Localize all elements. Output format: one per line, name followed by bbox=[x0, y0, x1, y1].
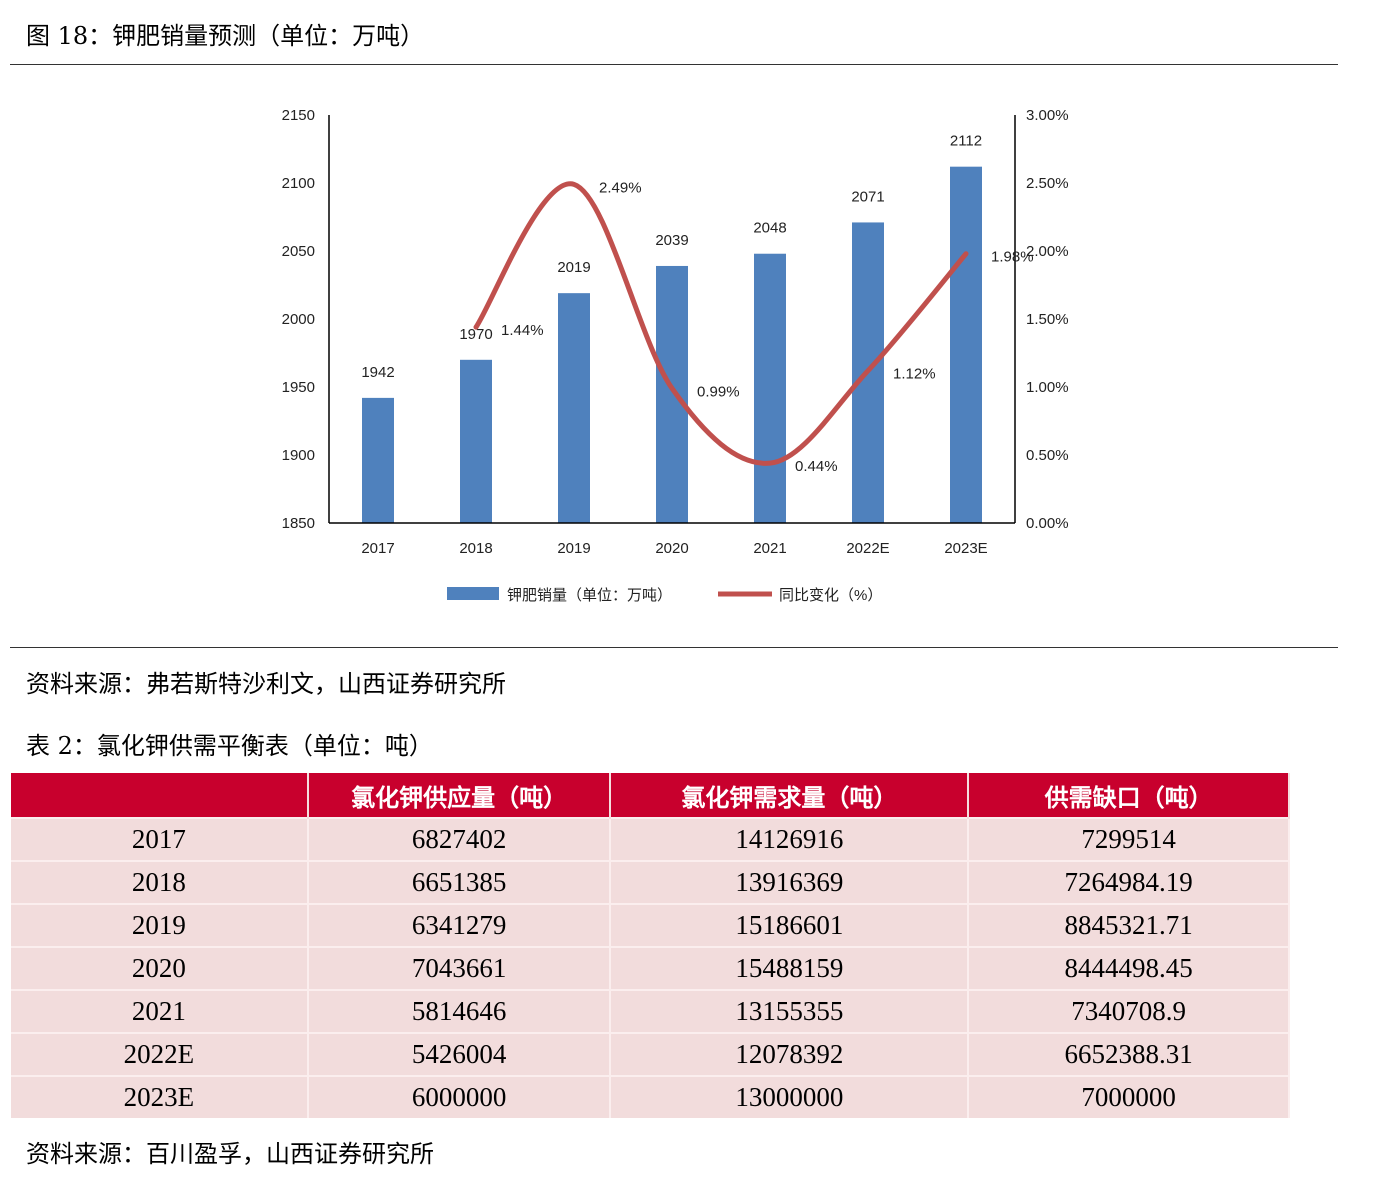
line-label: 1.98% bbox=[991, 249, 1034, 266]
table-source: 资料来源：百川盈孚，山西证券研究所 bbox=[26, 1140, 434, 1168]
table-row: 2023E 6000000 13000000 7000000 bbox=[11, 1075, 1290, 1118]
table-cell: 2022E bbox=[11, 1032, 309, 1076]
line-label: 0.44% bbox=[795, 458, 838, 475]
x-tick-label: 2017 bbox=[361, 540, 394, 557]
table-cell: 5814646 bbox=[307, 989, 612, 1033]
divider bbox=[10, 647, 1338, 648]
right-tick-label: 2.50% bbox=[1026, 175, 1069, 192]
line-label: 0.99% bbox=[697, 383, 740, 400]
bar-label: 2071 bbox=[851, 188, 884, 205]
figure-caption: 图 18：钾肥销量预测（单位：万吨） bbox=[26, 22, 425, 50]
table-cell: 15488159 bbox=[610, 946, 970, 990]
bar-label: 2112 bbox=[950, 133, 982, 150]
left-tick-label: 1850 bbox=[282, 515, 315, 532]
bar bbox=[460, 359, 492, 523]
table-cell: 2020 bbox=[11, 946, 309, 990]
left-tick-label: 2050 bbox=[282, 243, 315, 260]
sales-chart: 1850 1900 1950 2000 2050 2100 2150 0.00% 0.50% 1.… bbox=[282, 107, 1069, 604]
table-cell: 13000000 bbox=[610, 1075, 970, 1118]
table-cell: 7340708.9 bbox=[968, 989, 1290, 1033]
column-header: 供需缺口（吨） bbox=[968, 773, 1290, 818]
left-tick-label: 2150 bbox=[282, 107, 315, 124]
table-cell: 8444498.45 bbox=[968, 946, 1290, 990]
bar-label: 2019 bbox=[557, 259, 590, 276]
table-row: 2022E 5426004 12078392 6652388.31 bbox=[11, 1032, 1290, 1076]
table-row: 2017 6827402 14126916 7299514 bbox=[11, 817, 1290, 861]
bar bbox=[362, 397, 394, 523]
table-cell: 15186601 bbox=[610, 903, 970, 947]
divider bbox=[10, 64, 1338, 65]
table-cell: 8845321.71 bbox=[968, 903, 1290, 947]
right-tick-label: 1.50% bbox=[1026, 311, 1069, 328]
bar-label: 2039 bbox=[655, 232, 688, 249]
x-tick-label: 2021 bbox=[753, 540, 786, 557]
bar bbox=[754, 253, 786, 523]
table-caption: 表 2：氯化钾供需平衡表（单位：吨） bbox=[26, 732, 433, 760]
legend-line-label: 同比变化（%） bbox=[779, 587, 882, 604]
table-cell: 6652388.31 bbox=[968, 1032, 1290, 1076]
line-label: 1.12% bbox=[893, 366, 936, 383]
column-header: 氯化钾需求量（吨） bbox=[610, 773, 970, 818]
table-row: 2020 7043661 15488159 8444498.45 bbox=[11, 946, 1290, 990]
table-cell: 13155355 bbox=[610, 989, 970, 1033]
bar-label: 1970 bbox=[459, 326, 492, 343]
right-tick-label: 0.50% bbox=[1026, 447, 1069, 464]
bar bbox=[656, 265, 688, 523]
table-cell: 5426004 bbox=[307, 1032, 612, 1076]
table-cell: 12078392 bbox=[610, 1032, 970, 1076]
left-tick-label: 1950 bbox=[282, 379, 315, 396]
table-cell: 7264984.19 bbox=[968, 860, 1290, 904]
x-tick-label: 2023E bbox=[944, 540, 987, 557]
table-row: 2021 5814646 13155355 7340708.9 bbox=[11, 989, 1290, 1033]
x-tick-label: 2022E bbox=[846, 540, 889, 557]
x-tick-label: 2020 bbox=[655, 540, 688, 557]
table-cell: 2023E bbox=[11, 1075, 309, 1118]
x-tick-label: 2018 bbox=[459, 540, 492, 557]
table-cell: 6651385 bbox=[307, 860, 612, 904]
right-tick-label: 3.00% bbox=[1026, 107, 1069, 124]
table-cell: 2017 bbox=[11, 817, 309, 861]
line-label: 1.44% bbox=[501, 322, 544, 339]
table-cell: 6827402 bbox=[307, 817, 612, 861]
table-cell: 2018 bbox=[11, 860, 309, 904]
supply-demand-table: 氯化钾供应量（吨） 氯化钾需求量（吨） 供需缺口（吨） 2017 6827402 141… bbox=[11, 773, 1290, 1118]
table-cell: 7000000 bbox=[968, 1075, 1290, 1118]
table-cell: 2019 bbox=[11, 903, 309, 947]
table-cell: 6341279 bbox=[307, 903, 612, 947]
table-cell: 6000000 bbox=[307, 1075, 612, 1118]
figure-source: 资料来源：弗若斯特沙利文，山西证券研究所 bbox=[26, 670, 506, 698]
left-tick-label: 2000 bbox=[282, 311, 315, 328]
bar bbox=[950, 166, 982, 523]
right-tick-label: 2.00% bbox=[1026, 243, 1069, 260]
table-header-row: 氯化钾供应量（吨） 氯化钾需求量（吨） 供需缺口（吨） bbox=[11, 773, 1290, 818]
legend-bar-label: 钾肥销量（单位：万吨） bbox=[507, 587, 672, 604]
x-tick-label: 2019 bbox=[557, 540, 590, 557]
left-tick-label: 2100 bbox=[282, 175, 315, 192]
table-cell: 14126916 bbox=[610, 817, 970, 861]
bar-label: 1942 bbox=[361, 364, 394, 381]
table-cell: 7043661 bbox=[307, 946, 612, 990]
legend-bar-swatch bbox=[447, 587, 499, 600]
table-row: 2018 6651385 13916369 7264984.19 bbox=[11, 860, 1290, 904]
column-header bbox=[11, 773, 309, 818]
table-cell: 2021 bbox=[11, 989, 309, 1033]
table-row: 2019 6341279 15186601 8845321.71 bbox=[11, 903, 1290, 947]
left-tick-label: 1900 bbox=[282, 447, 315, 464]
bar-label: 2048 bbox=[753, 220, 786, 237]
yoy-line bbox=[473, 181, 969, 466]
bar bbox=[558, 293, 590, 523]
table-cell: 7299514 bbox=[968, 817, 1290, 861]
line-label: 2.49% bbox=[599, 179, 642, 196]
right-tick-label: 1.00% bbox=[1026, 379, 1069, 396]
column-header: 氯化钾供应量（吨） bbox=[307, 773, 612, 818]
table-cell: 13916369 bbox=[610, 860, 970, 904]
right-tick-label: 0.00% bbox=[1026, 515, 1069, 532]
